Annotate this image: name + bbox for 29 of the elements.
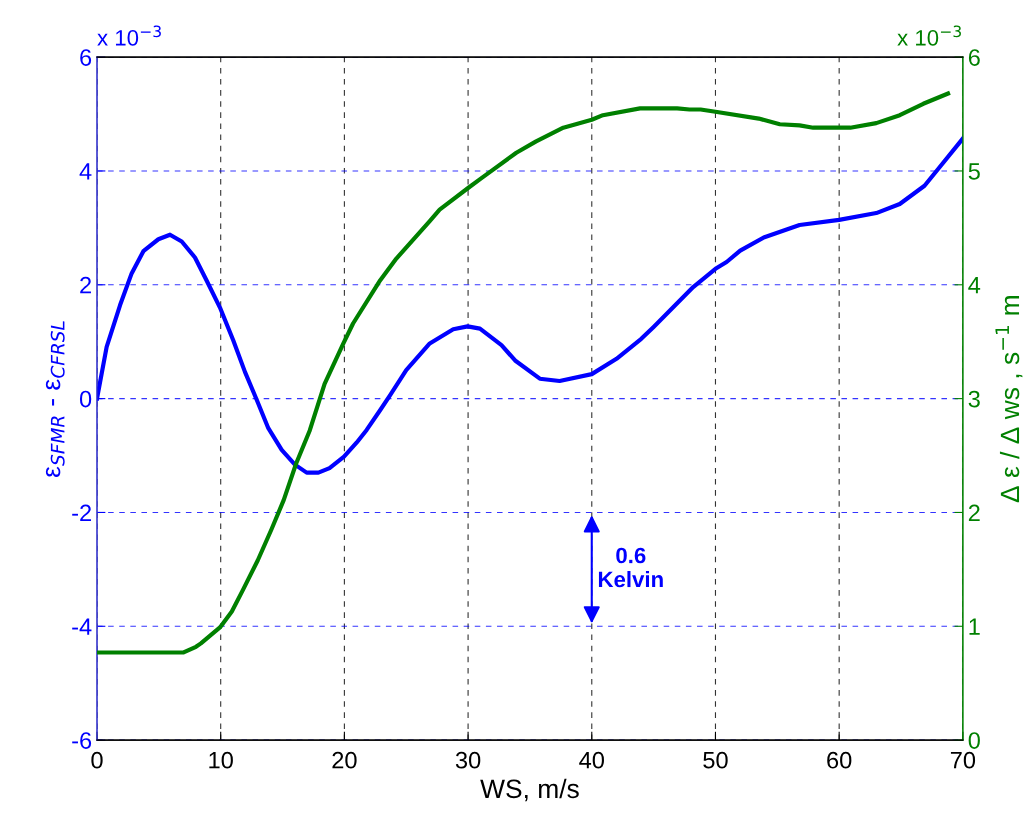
y2-tick-label: 6 [968, 49, 980, 66]
x-tick-label: 10 [209, 751, 233, 769]
y-tick-label: 6 [80, 49, 92, 66]
y2-tick-label: 3 [968, 390, 980, 408]
y-tick-label: 4 [79, 163, 92, 180]
y2-tick-label: 4 [968, 277, 981, 294]
x-tick-label: 20 [332, 751, 357, 769]
x-tick-label: 30 [455, 751, 481, 769]
y-tick-label: 2 [80, 276, 91, 294]
y2-tick-label: 5 [968, 163, 980, 180]
y-tick-label: -6 [72, 732, 92, 749]
x-axis-title: WS, m/s [480, 778, 579, 802]
y2-tick-label: 1 [969, 618, 980, 635]
x-tick-label: 0 [91, 751, 103, 769]
y-axis-title: ε$_{SFMR}$ - ε$_{CFRSL}$ [45, 321, 65, 478]
text: x 10$^{−3}$ [897, 25, 961, 46]
x-tick-label: 60 [827, 751, 852, 769]
y2-tick-label: 0 [968, 732, 980, 749]
text: x 10$^{−3}$ [97, 25, 161, 46]
annotation: 0.6 Kelvin [598, 547, 663, 588]
y2-tick-label: 2 [968, 504, 980, 521]
x-tick-label: 70 [950, 751, 976, 769]
y-tick-label: -2 [72, 504, 91, 521]
y2-axis-title: Δ ε / Δ ws , s$^{−1}$ m [995, 296, 1023, 503]
x-tick-label: 50 [703, 751, 728, 769]
x-tick-label: 40 [579, 751, 604, 769]
line-series [97, 91, 951, 655]
y-tick-label: -4 [72, 618, 92, 635]
y-tick-label: 0 [79, 390, 92, 408]
